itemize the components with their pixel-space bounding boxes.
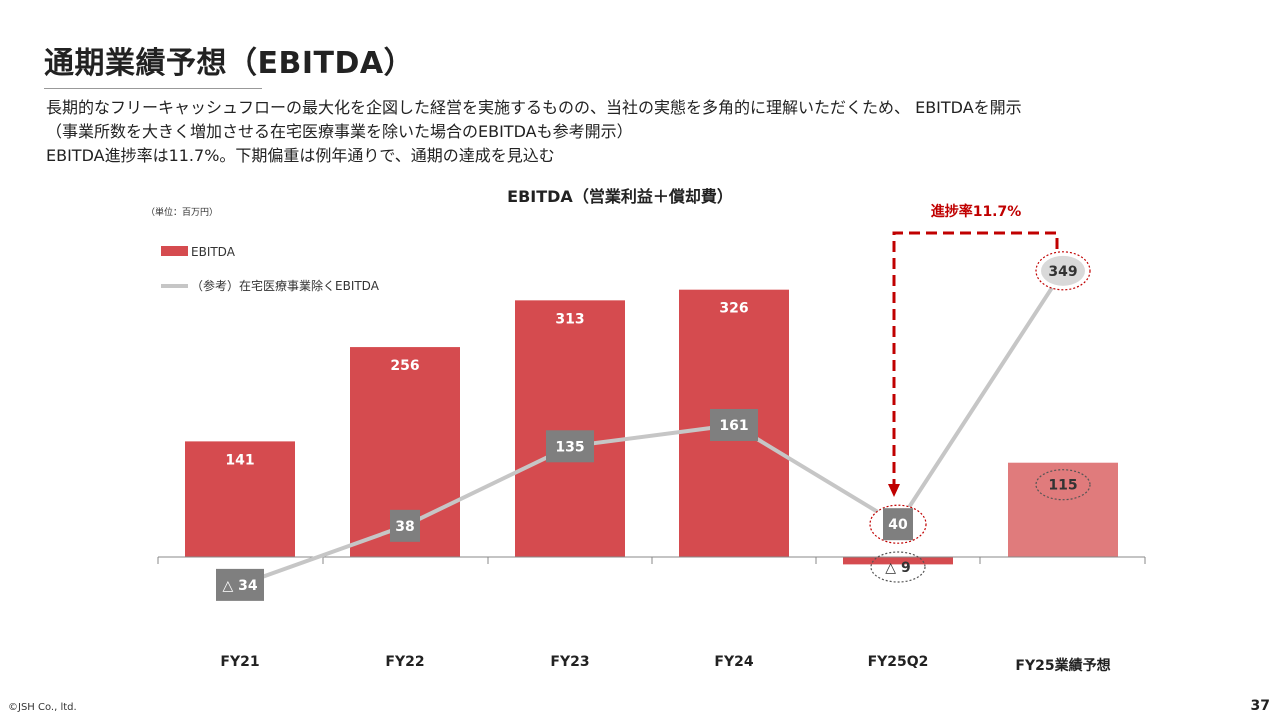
reference-series-line bbox=[239, 269, 1065, 587]
title-underline bbox=[44, 88, 262, 89]
bar-label-FY21: 141 bbox=[225, 452, 254, 468]
progress-annotation: 進捗率11.7% bbox=[931, 203, 1022, 220]
progress-arrow-head bbox=[888, 484, 900, 497]
bar-label-FY24: 326 bbox=[719, 301, 748, 317]
category-label-FY21: FY21 bbox=[220, 654, 259, 670]
page-title: 通期業績予想（EBITDA） bbox=[44, 46, 415, 81]
bar-label-FY25Q2: △ 9 bbox=[885, 560, 910, 576]
line-label-bg-FY25Q2 bbox=[883, 508, 913, 541]
bar-label-FY23: 313 bbox=[555, 311, 584, 327]
category-label-FY24: FY24 bbox=[714, 654, 753, 670]
unit-label: （単位：百万円） bbox=[146, 206, 218, 218]
description-line-3: EBITDA進捗率は11.7%。下期偏重は例年通りで、通期の達成を見込む bbox=[46, 146, 555, 165]
bar-label-FY25業績予想: 115 bbox=[1048, 478, 1077, 494]
bar-FY23 bbox=[515, 300, 625, 557]
line-label-bg-FY24 bbox=[710, 408, 758, 441]
line-label-bg-FY23 bbox=[546, 430, 594, 463]
line-label-FY25Q2: 40 bbox=[888, 517, 908, 533]
description-line-2: （事業所数を大きく増加させる在宅医療事業を除いた場合のEBITDAも参考開示） bbox=[46, 122, 633, 141]
line-label-bg-FY22 bbox=[390, 509, 420, 542]
progress-arrow-line bbox=[892, 231, 1059, 490]
bar-label-ring-FY25業績予想 bbox=[1035, 469, 1091, 501]
line-label-FY23: 135 bbox=[555, 439, 584, 455]
bar-label-ring-FY25Q2 bbox=[870, 551, 926, 583]
line-label-FY25業績予想: 349 bbox=[1048, 264, 1077, 280]
bar-FY25Q2 bbox=[843, 557, 953, 565]
line-label-FY21: △ 34 bbox=[222, 578, 257, 594]
chart-title: EBITDA（営業利益＋償却費） bbox=[507, 187, 733, 206]
line-label-FY22: 38 bbox=[395, 519, 414, 535]
page-number: 37 bbox=[1250, 698, 1270, 714]
category-label-FY25Q2: FY25Q2 bbox=[868, 654, 929, 670]
copyright: ©JSH Co., ltd. bbox=[8, 702, 77, 713]
description-line-1: 長期的なフリーキャッシュフローの最大化を企図した経営を実施するものの、当社の実態… bbox=[46, 98, 1022, 117]
bar-FY21 bbox=[185, 441, 295, 557]
category-label-FY25業績予想: FY25業績予想 bbox=[1015, 657, 1110, 674]
line-label-bg-FY21 bbox=[216, 568, 264, 601]
legend-label-ebitda: EBITDA bbox=[191, 245, 236, 259]
legend-label-reference: （参考）在宅医療事業除くEBITDA bbox=[191, 278, 380, 293]
legend-swatch-ebitda bbox=[161, 246, 188, 256]
bar-FY25業績予想 bbox=[1008, 462, 1118, 557]
line-label-FY24: 161 bbox=[719, 418, 748, 434]
line-label-bg-FY25業績予想 bbox=[1041, 255, 1085, 286]
bar-label-FY22: 256 bbox=[390, 358, 419, 374]
category-label-FY22: FY22 bbox=[385, 654, 424, 670]
category-label-FY23: FY23 bbox=[550, 654, 589, 670]
